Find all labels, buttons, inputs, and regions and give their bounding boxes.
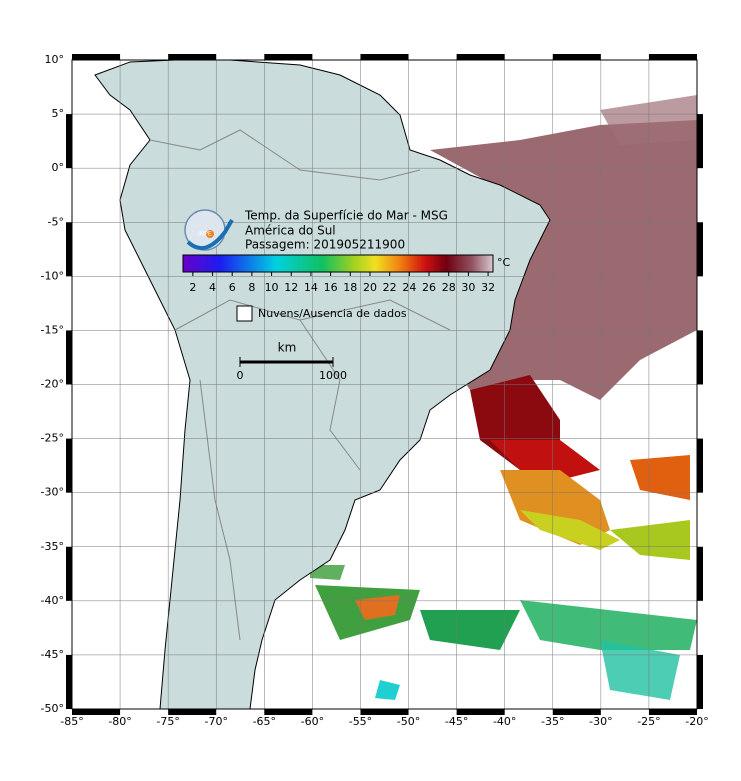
legend-label: Nuvens/Ausencia de dados: [258, 307, 407, 320]
frame-segment: [697, 222, 703, 277]
colorbar-tick-label: 4: [209, 281, 216, 294]
y-tick-label: -5°: [48, 215, 64, 228]
scale-unit: km: [278, 341, 297, 355]
frame-segment: [168, 54, 217, 60]
x-tick-label: -25°: [637, 715, 660, 728]
y-tick-label: -25°: [41, 432, 64, 445]
frame-segment: [697, 438, 703, 493]
scale-tick-label: 0: [237, 369, 244, 382]
x-tick-label: -65°: [253, 715, 276, 728]
colorbar-tick-label: 8: [248, 281, 255, 294]
colorbar-tick-label: 28: [442, 281, 456, 294]
y-tick-label: -30°: [41, 486, 64, 499]
frame-segment: [456, 54, 505, 60]
colorbar-tick-label: 30: [461, 281, 475, 294]
y-tick-label: -15°: [41, 323, 64, 336]
frame-segment: [456, 709, 505, 715]
pass-time: Passagem: 201905211900: [245, 238, 405, 252]
x-tick-label: -20°: [685, 715, 708, 728]
frame-segment: [648, 709, 697, 715]
subtitle: América do Sul: [245, 224, 336, 238]
colorbar-ticks: 2 4 6 8 10 12 14 16 18 20 22 24 26 28 30 32: [189, 272, 495, 294]
colorbar-unit: °C: [497, 256, 511, 269]
borders: [149, 129, 451, 641]
colorbar: [182, 254, 494, 273]
y-tick-label: -10°: [41, 269, 64, 282]
x-tick-label: -60°: [301, 715, 324, 728]
y-tick-label: 5°: [52, 107, 65, 120]
y-tick-label: -35°: [41, 540, 64, 553]
colorbar-tick-label: 6: [229, 281, 236, 294]
frame-segment: [697, 330, 703, 385]
colorbar-tick-label: 26: [422, 281, 436, 294]
y-tick-label: -45°: [41, 648, 64, 661]
frame-segment: [360, 54, 409, 60]
colorbar-tick-label: 12: [284, 281, 298, 294]
colorbar-tick-label: 24: [402, 281, 416, 294]
frame-segment: [66, 654, 72, 709]
frame-segment: [648, 54, 697, 60]
frame-ticks: [66, 54, 703, 715]
x-tick-label: -50°: [397, 715, 420, 728]
x-tick-label: -35°: [541, 715, 564, 728]
x-tick-label: -85°: [60, 715, 83, 728]
colorbar-tick-label: 22: [383, 281, 397, 294]
colorbar-tick-label: 32: [481, 281, 495, 294]
x-tick-label: -75°: [156, 715, 179, 728]
frame-segment: [72, 709, 121, 715]
axis-labels: -85° -80° -75° -70° -65° -60° -55° -50° -45° -40°…: [41, 53, 709, 728]
frame-segment: [66, 330, 72, 385]
frame-segment: [697, 654, 703, 709]
colorbar-tick-label: 20: [363, 281, 377, 294]
x-tick-label: -30°: [589, 715, 612, 728]
logo-arc: [186, 218, 234, 251]
legend-swatch: [236, 305, 253, 322]
frame-segment: [72, 54, 121, 60]
x-tick-label: -40°: [493, 715, 516, 728]
frame-segment: [66, 546, 72, 601]
y-tick-label: 0°: [52, 161, 65, 174]
frame-segment: [360, 709, 409, 715]
frame-segment: [168, 709, 217, 715]
frame-segment: [552, 709, 601, 715]
frame-segment: [552, 54, 601, 60]
colorbar-tick-label: 16: [324, 281, 338, 294]
colorbar-tick-label: 18: [343, 281, 357, 294]
x-tick-label: -45°: [445, 715, 468, 728]
frame-segment: [697, 546, 703, 601]
y-tick-label: 10°: [45, 53, 65, 66]
logo: INPE: [184, 209, 234, 251]
title: Temp. da Superfície do Mar - MSG: [244, 209, 448, 223]
frame-segment: [697, 114, 703, 169]
logo-dot: [206, 230, 214, 238]
colorbar-tick-label: 2: [189, 281, 196, 294]
colorbar-tick-label: 10: [265, 281, 279, 294]
x-tick-label: -80°: [108, 715, 131, 728]
logo-text: INPE: [198, 231, 212, 238]
frame-segment: [264, 709, 313, 715]
y-tick-label: -40°: [41, 594, 64, 607]
frame-segment: [66, 438, 72, 493]
frame-segment: [66, 114, 72, 169]
y-tick-label: -20°: [41, 378, 64, 391]
colorbar-tick-label: 14: [304, 281, 318, 294]
x-tick-label: -70°: [204, 715, 227, 728]
frame-segment: [264, 54, 313, 60]
scale-tick-label: 1000: [319, 369, 347, 382]
frame-segment: [66, 222, 72, 277]
scale-ticks: 0 1000: [237, 357, 347, 382]
y-tick-label: -50°: [41, 702, 64, 715]
x-tick-label: -55°: [349, 715, 372, 728]
